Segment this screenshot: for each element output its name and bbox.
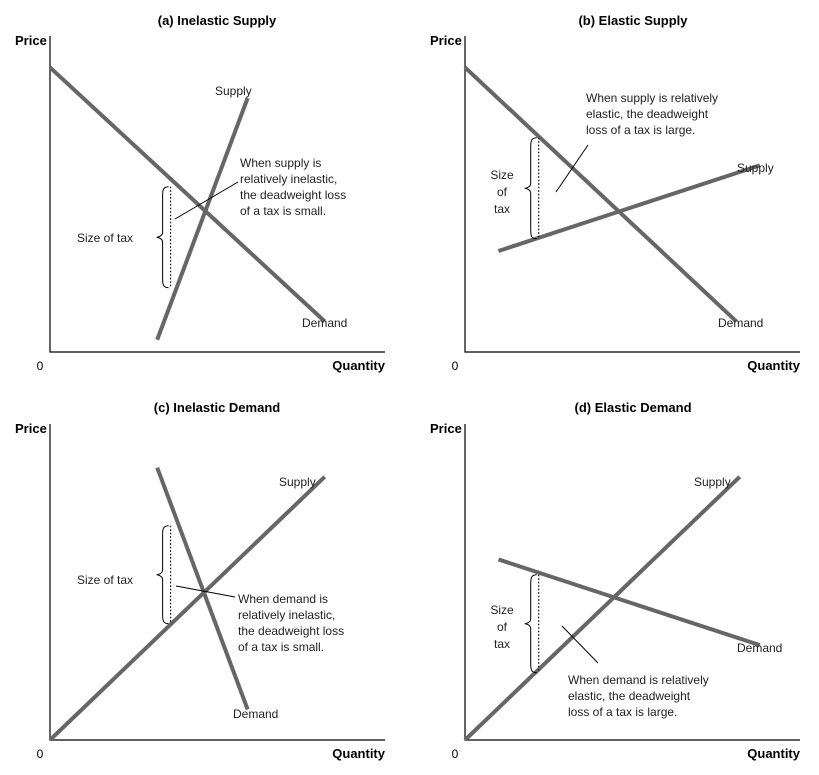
annotation-pointer (561, 625, 599, 664)
y-axis-label: Price (15, 421, 47, 436)
tax-brace (156, 525, 169, 625)
annotation-pointer (175, 585, 236, 598)
annotation-text: relatively inelastic, (240, 172, 337, 186)
y-axis-label: Price (430, 421, 462, 436)
chart-title: (d) Elastic Demand (574, 400, 691, 415)
x-axis-label: Quantity (332, 358, 385, 373)
size-of-tax-label: Size of tax (77, 573, 133, 587)
y-axis-label: Price (15, 33, 47, 48)
annotation-text: When demand is (238, 592, 328, 606)
panel-elastic-supply: (b) Elastic Supply Price Quantity 0 Supply De… (430, 13, 801, 373)
annotation-text: the deadweight loss (238, 624, 344, 638)
y-axis-label: Price (430, 33, 462, 48)
panel-inelastic-demand: (c) Inelastic Demand Price Quantity 0 Supply… (15, 400, 386, 761)
origin-label: 0 (37, 747, 44, 761)
origin-label: 0 (452, 747, 459, 761)
panel-inelastic-supply: (a) Inelastic Supply Price Quantity 0 Supply… (15, 13, 386, 373)
supply-curve (497, 163, 761, 253)
supply-curve (48, 475, 327, 742)
annotation-text: loss of a tax is large. (586, 123, 695, 137)
demand-label: Demand (302, 316, 347, 330)
size-of-tax-label: Size (490, 168, 514, 182)
axes (464, 36, 800, 353)
chart-title: (b) Elastic Supply (578, 13, 688, 28)
supply-curve (155, 97, 250, 341)
annotation-text: of a tax is small. (238, 640, 324, 654)
demand-curve (497, 557, 761, 648)
x-axis-label: Quantity (747, 358, 800, 373)
annotation-text: the deadweight loss (240, 188, 346, 202)
demand-label: Demand (718, 316, 763, 330)
annotation-text: When supply is (240, 156, 321, 170)
supply-label: Supply (279, 475, 316, 489)
x-axis-label: Quantity (332, 746, 385, 761)
size-of-tax-label: of (497, 185, 508, 199)
annotation-text: of a tax is small. (240, 204, 326, 218)
supply-label: Supply (694, 475, 731, 489)
x-axis-label: Quantity (747, 746, 800, 761)
demand-curve (48, 65, 327, 323)
size-of-tax-label: Size (490, 603, 514, 617)
demand-label: Demand (737, 641, 782, 655)
tax-brace (524, 137, 537, 240)
tax-brace (524, 574, 537, 674)
size-of-tax-label: tax (494, 637, 510, 651)
annotation-text: elastic, the deadweight (586, 107, 709, 121)
chart-title: (c) Inelastic Demand (154, 400, 280, 415)
size-of-tax-label: Size of tax (77, 231, 133, 245)
annotation-text: loss of a tax is large. (568, 705, 677, 719)
size-of-tax-label: tax (494, 202, 510, 216)
origin-label: 0 (452, 359, 459, 373)
supply-label: Supply (215, 84, 252, 98)
demand-label: Demand (233, 707, 278, 721)
annotation-text: elastic, the deadweight (568, 689, 691, 703)
annotation-pointer (174, 181, 239, 220)
supply-curve (463, 475, 742, 742)
annotation-pointer (555, 144, 589, 193)
chart-title: (a) Inelastic Supply (158, 13, 277, 28)
annotation-text: When supply is relatively (586, 91, 718, 105)
size-of-tax-label: of (497, 620, 508, 634)
annotation-text: relatively inelastic, (238, 608, 335, 622)
annotation-text: When demand is relatively (568, 673, 709, 687)
axes (49, 36, 385, 353)
origin-label: 0 (37, 359, 44, 373)
panel-elastic-demand: (d) Elastic Demand Price Quantity 0 Supply De… (430, 400, 801, 761)
supply-label: Supply (737, 161, 774, 175)
demand-curve (155, 466, 250, 711)
tax-brace (156, 186, 169, 289)
demand-curve (463, 65, 738, 323)
